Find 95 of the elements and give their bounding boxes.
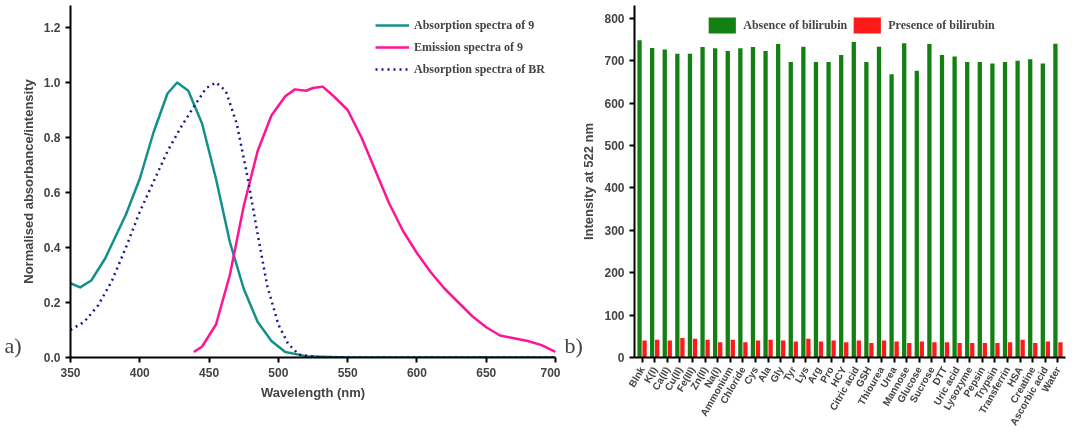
bar xyxy=(839,55,844,358)
bar xyxy=(637,40,642,358)
bar xyxy=(982,343,987,358)
y-tick-label: 600 xyxy=(604,96,625,111)
bar xyxy=(700,47,705,358)
x-tick-label: 550 xyxy=(337,365,358,380)
x-tick-label: 700 xyxy=(540,365,561,380)
bar xyxy=(851,41,856,358)
bar xyxy=(939,55,945,358)
bar xyxy=(680,337,685,358)
bar xyxy=(813,61,819,358)
bar xyxy=(894,341,899,358)
bar xyxy=(793,341,798,358)
bar xyxy=(889,74,894,358)
y-tick-label: 1.2 xyxy=(43,21,61,35)
bar xyxy=(768,339,773,358)
bar xyxy=(990,63,995,358)
y-tick-label: 0.8 xyxy=(43,131,61,145)
bar xyxy=(965,61,970,358)
text: a) xyxy=(4,332,22,358)
x-tick-label: 450 xyxy=(199,365,220,380)
bar xyxy=(763,50,768,358)
x-tick-label: 650 xyxy=(476,365,497,380)
bar xyxy=(864,61,869,358)
bar xyxy=(1053,43,1058,358)
bar xyxy=(788,61,793,358)
x-axis-title: Wavelength (nm) xyxy=(260,384,366,400)
y-tick-label: 800 xyxy=(604,11,625,26)
bar xyxy=(1058,342,1063,358)
y-tick-label: 0.0 xyxy=(43,351,61,365)
bar xyxy=(1002,61,1008,358)
x-tick-label: 600 xyxy=(406,365,428,380)
bar xyxy=(718,342,723,358)
y-axis-title: Intensity at 522 nm xyxy=(581,122,597,241)
bar xyxy=(919,341,924,358)
bar xyxy=(902,43,907,358)
bar xyxy=(1015,60,1020,358)
bar xyxy=(932,342,937,358)
bar xyxy=(952,56,957,358)
y-tick-label: 1.0 xyxy=(43,76,61,90)
bar xyxy=(642,340,647,358)
bar xyxy=(844,342,849,358)
bar xyxy=(977,61,982,358)
bar xyxy=(738,48,743,358)
legend-label: Absence of bilirubin xyxy=(743,17,848,33)
bar xyxy=(970,343,975,358)
y-tick-label: 0.6 xyxy=(43,186,61,200)
bar xyxy=(687,53,693,358)
bar xyxy=(914,70,919,358)
y-tick-label: 0.2 xyxy=(43,296,61,310)
legend-label: Absorption spectra of 9 xyxy=(414,17,535,33)
bar xyxy=(801,46,806,358)
bar xyxy=(1028,59,1033,358)
y-tick-label: 200 xyxy=(604,266,625,281)
bar xyxy=(944,342,950,358)
bar xyxy=(776,44,781,358)
x-tick-label: 350 xyxy=(60,365,81,380)
bar xyxy=(743,342,748,358)
bar xyxy=(692,338,698,358)
bar xyxy=(1040,63,1045,358)
bar xyxy=(995,343,1000,358)
x-tick-label: 500 xyxy=(268,365,289,380)
y-tick-label: 300 xyxy=(604,223,625,238)
bar xyxy=(705,339,710,358)
bar xyxy=(876,46,882,358)
bar xyxy=(725,50,730,358)
bar xyxy=(869,343,874,358)
bar xyxy=(1045,341,1050,358)
y-axis-title: Normalised absorbance/intensity xyxy=(20,78,36,284)
x-tick-label: 400 xyxy=(129,365,151,380)
legend-label: Emission spectra of 9 xyxy=(414,39,523,55)
bar xyxy=(907,343,912,358)
bar xyxy=(750,47,756,358)
y-tick-label: 500 xyxy=(604,138,625,153)
bar xyxy=(831,340,836,358)
bar xyxy=(818,341,824,358)
y-tick-label: 400 xyxy=(604,181,625,196)
bar xyxy=(1007,342,1013,358)
text: b) xyxy=(564,332,583,358)
legend-label: Absorption spectra of BR xyxy=(414,61,545,77)
bar xyxy=(826,61,831,358)
y-tick-label: 700 xyxy=(604,54,625,69)
bar xyxy=(650,47,655,358)
y-tick-label: 100 xyxy=(604,308,625,323)
y-tick-label: 0 xyxy=(617,351,625,365)
bar xyxy=(957,343,962,358)
bar xyxy=(662,49,667,358)
bar xyxy=(806,338,811,358)
bar xyxy=(927,44,932,358)
bar xyxy=(675,53,680,358)
line-series xyxy=(192,85,556,354)
y-tick-label: 0.4 xyxy=(43,241,61,255)
bar xyxy=(713,48,718,358)
legend-label: Presence of bilirubin xyxy=(888,17,995,33)
bar xyxy=(1033,343,1038,358)
